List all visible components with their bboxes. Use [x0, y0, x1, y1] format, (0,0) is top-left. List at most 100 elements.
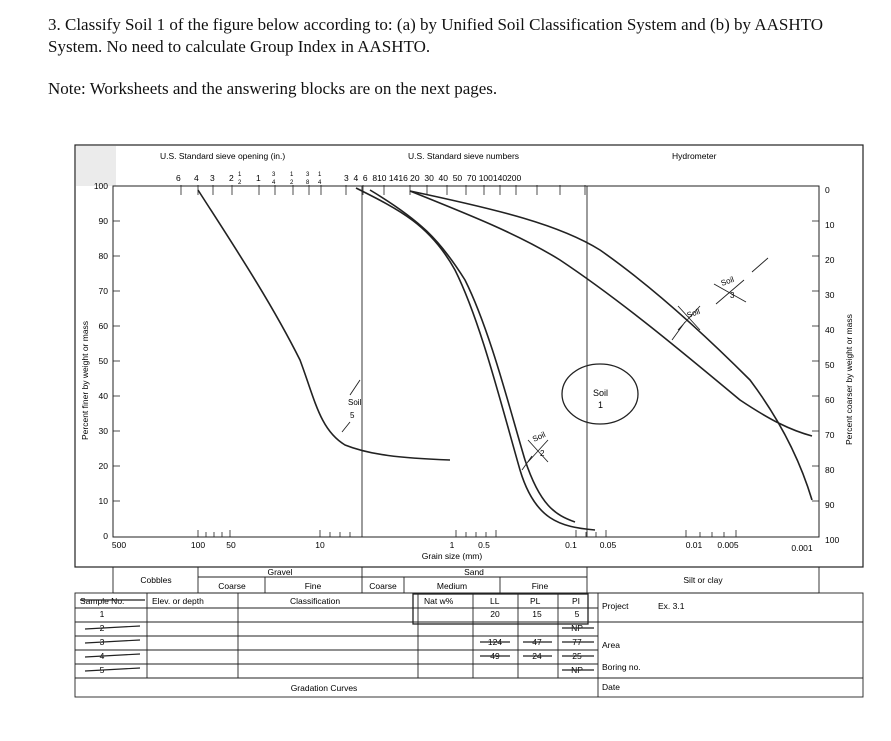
x-tick-0.05: 0.05	[600, 540, 617, 550]
soil-1-circle	[561, 363, 639, 425]
left-tick-20: 20	[99, 461, 109, 471]
sieve-open-6: 6	[176, 173, 181, 183]
curve-soil-4	[409, 190, 813, 437]
x-tick-0.5: 0.5	[478, 540, 490, 550]
soil-4-marks	[671, 305, 701, 341]
note-text: Note: Worksheets and the answering block…	[48, 79, 498, 98]
label-gravel-coarse: Coarse	[218, 581, 246, 591]
right-tick-10: 10	[825, 220, 835, 230]
x-tick-10: 10	[315, 540, 325, 550]
area-label: Area	[602, 640, 620, 650]
label-gravel: Gravel	[267, 567, 292, 577]
sieve-open-2: 2	[229, 173, 234, 183]
left-tick-60: 60	[99, 321, 109, 331]
date-label: Date	[602, 682, 620, 692]
x-tick-0.001: 0.001	[791, 543, 813, 553]
sample-table-grid	[74, 592, 864, 698]
header-sieve-opening: U.S. Standard sieve opening (in.)	[160, 151, 285, 161]
right-tick-100: 100	[825, 535, 839, 545]
sieve-open-1: 1	[256, 173, 261, 183]
scan-smudge	[76, 146, 116, 186]
classification-labels: Cobbles Gravel Coarse Fine Sand Coarse M…	[140, 567, 723, 591]
sieve-open-34-den: 4	[272, 180, 276, 186]
right-tick-20: 20	[825, 255, 835, 265]
sieve-open-4: 4	[194, 173, 199, 183]
row-1-no: 1	[100, 609, 105, 619]
table-rows: 1 20 15 5 2 NP 3 124 47 77 4 49 24 25 5 …	[100, 609, 584, 675]
soil-1-number: 1	[598, 400, 603, 410]
left-axis-ticks	[113, 220, 819, 502]
project-value: Ex. 3.1	[658, 601, 685, 611]
left-tick-90: 90	[99, 216, 109, 226]
left-tick-70: 70	[99, 286, 109, 296]
right-tick-80: 80	[825, 465, 835, 475]
header-sieve-numbers: U.S. Standard sieve numbers	[408, 151, 519, 161]
right-axis: 0 10 20 30 40 50 60 70 80 90 100	[825, 185, 839, 545]
right-tick-70: 70	[825, 430, 835, 440]
right-tick-90: 90	[825, 500, 835, 510]
curve-soil-3	[409, 190, 813, 501]
label-sand: Sand	[464, 567, 484, 577]
header-pl: PL	[530, 596, 541, 606]
left-tick-100: 100	[94, 181, 108, 191]
right-tick-60: 60	[825, 395, 835, 405]
sieve-open-half-den: 2	[238, 180, 242, 186]
header-pi: PI	[572, 596, 580, 606]
x-axis-label: Grain size (mm)	[422, 551, 483, 561]
left-tick-10: 10	[99, 496, 109, 506]
left-tick-40: 40	[99, 391, 109, 401]
label-sand-fine: Fine	[532, 581, 549, 591]
soil-3-marks	[713, 257, 769, 305]
x-axis-ticks: 500 100 50 10 1 0.5 0.1 0.05 0.01 0.005 …	[112, 540, 813, 553]
left-tick-30: 30	[99, 426, 109, 436]
boring-label: Boring no.	[602, 662, 641, 672]
table-headers: Sample No. Elev. or depth Classification…	[80, 596, 580, 606]
hand-box-soil1	[412, 593, 589, 625]
soil-5-label: Soil	[348, 398, 362, 407]
sieve-open-14-den: 4	[318, 180, 322, 186]
right-tick-0: 0	[825, 185, 830, 195]
soil-5-pointer	[341, 379, 361, 433]
left-tick-50: 50	[99, 356, 109, 366]
sieve-open-38-num: 3	[306, 172, 310, 178]
left-axis: 100 90 80 70 60 50 40 30 20 10 0	[94, 181, 108, 541]
sieve-open-34-num: 3	[272, 172, 276, 178]
question-text: 3. Classify Soil 1 of the figure below a…	[48, 15, 823, 56]
plot-area	[112, 185, 820, 538]
x-tick-500: 500	[112, 540, 126, 550]
sieve-open-14-num: 1	[318, 172, 322, 178]
x-tick-100: 100	[191, 540, 205, 550]
header-elev: Elev. or depth	[152, 596, 204, 606]
left-tick-80: 80	[99, 251, 109, 261]
row-1-ll: 20	[490, 609, 500, 619]
chart-frame	[74, 144, 864, 568]
row-1-pi: 5	[575, 609, 580, 619]
header-sample-no: Sample No.	[80, 596, 124, 606]
project-label: Project	[602, 601, 629, 611]
right-axis-label: Percent coarser by weight or mass	[844, 314, 854, 445]
bottom-log-ticks	[197, 530, 737, 537]
right-tick-40: 40	[825, 325, 835, 335]
x-tick-0.1: 0.1	[565, 540, 577, 550]
right-tick-30: 30	[825, 290, 835, 300]
header-hydrometer: Hydrometer	[672, 151, 717, 161]
soil-5-number: 5	[350, 411, 355, 420]
header-classification: Classification	[290, 596, 340, 606]
soil-2-label: Soil	[531, 430, 547, 444]
soil-1-label: Soil	[593, 388, 608, 398]
x-tick-50: 50	[226, 540, 236, 550]
curve-soil-1	[369, 189, 576, 523]
sieve-open-38-den: 8	[306, 180, 310, 186]
soil-2-number: 2	[540, 449, 545, 458]
project-block: Project Ex. 3.1 Area Boring no. Date	[602, 601, 685, 692]
sieve-open-3: 3	[210, 173, 215, 183]
label-gravel-fine: Fine	[305, 581, 322, 591]
x-tick-1: 1	[450, 540, 455, 550]
soil-2-marks	[521, 439, 549, 471]
row-strikeouts	[80, 599, 594, 672]
header-nat-w: Nat w%	[424, 596, 454, 606]
soil-3-label: Soil	[720, 275, 736, 288]
curve-soil-5	[197, 189, 451, 461]
header-ll: LL	[490, 596, 500, 606]
x-tick-0.01: 0.01	[686, 540, 703, 550]
